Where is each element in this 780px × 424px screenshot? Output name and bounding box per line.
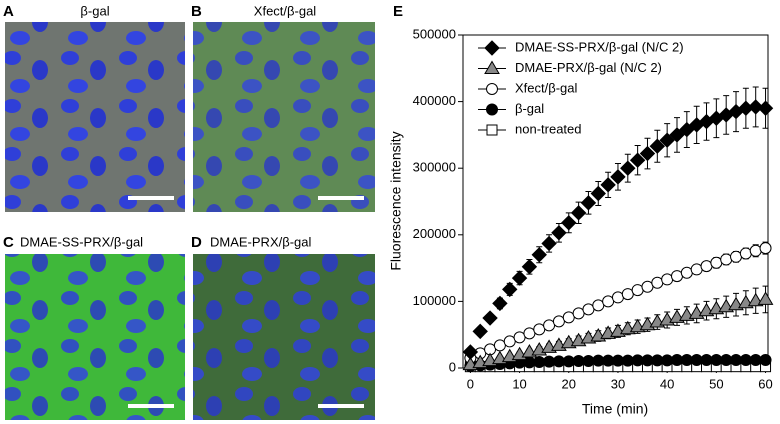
x-tick-label: 10 (512, 376, 526, 391)
legend-label: non-treated (515, 121, 582, 136)
x-tick-label: 50 (709, 376, 723, 391)
data-point (710, 256, 723, 269)
legend-marker (486, 103, 498, 116)
data-point (661, 273, 674, 286)
micrograph-b (193, 22, 375, 212)
data-point (749, 244, 762, 257)
data-point (631, 284, 644, 297)
data-point (511, 270, 528, 286)
legend-label: Xfect/β-gal (515, 80, 578, 95)
data-point (580, 195, 597, 211)
micrograph-a (5, 22, 185, 212)
data-point (739, 247, 752, 260)
panel-letter: B (191, 3, 202, 20)
data-point (620, 160, 636, 176)
data-point (531, 247, 547, 263)
data-point (669, 127, 685, 143)
data-point (611, 291, 624, 304)
data-point (670, 270, 683, 283)
data-point (600, 177, 616, 193)
y-tick-label: 200000 (413, 226, 456, 241)
data-point (651, 276, 664, 289)
legend-marker (486, 83, 498, 95)
data-point (541, 235, 557, 252)
legend-label: DMAE-SS-PRX/β-gal (N/C 2) (515, 39, 684, 54)
plot-frame (462, 34, 769, 369)
data-point (757, 100, 774, 116)
y-tick-label: 0 (449, 359, 456, 374)
data-point (472, 323, 488, 340)
data-point (759, 354, 772, 367)
data-point (482, 310, 498, 326)
data-point (700, 260, 713, 273)
x-tick-label: 20 (562, 376, 576, 391)
data-point (649, 138, 666, 154)
data-point (551, 225, 567, 241)
x-axis-label: Time (min) (582, 401, 648, 417)
panel-letter: C (3, 234, 14, 251)
legend-marker (484, 60, 500, 74)
x-tick-label: 60 (758, 376, 772, 391)
panel-letter: A (3, 3, 14, 20)
y-tick-label: 400000 (413, 93, 456, 108)
data-point (629, 152, 646, 168)
data-point (462, 344, 479, 360)
panel-title: β-gal (80, 3, 109, 18)
x-tick-label: 40 (660, 376, 674, 391)
data-point (680, 266, 693, 279)
panel-letter: E (393, 3, 403, 20)
data-point (730, 250, 743, 263)
y-tick-label: 500000 (413, 26, 456, 41)
data-point (502, 281, 518, 298)
data-point (639, 145, 656, 162)
data-point (759, 242, 772, 255)
legend-label: β-gal (515, 101, 544, 116)
x-tick-label: 0 (467, 376, 474, 391)
micrograph-c (5, 254, 185, 420)
data-point (757, 291, 774, 305)
data-point (570, 205, 587, 221)
panel-title: DMAE-SS-PRX/β-gal (20, 234, 143, 249)
data-point (720, 253, 733, 266)
data-point (521, 259, 538, 275)
data-point (492, 295, 508, 312)
data-point (590, 185, 606, 202)
panel-title: DMAE-PRX/β-gal (210, 234, 311, 249)
data-point (690, 263, 703, 276)
data-point (747, 99, 764, 115)
legend-marker (486, 124, 498, 136)
y-tick-label: 100000 (413, 293, 456, 308)
y-axis-label: Fluorescence intensity (388, 131, 404, 270)
data-point (659, 132, 675, 148)
data-point (561, 215, 577, 231)
y-tick-label: 300000 (413, 160, 456, 175)
panel-title: Xfect/β-gal (254, 3, 317, 18)
panel-letter: D (191, 234, 202, 251)
micrograph-d (193, 254, 375, 420)
x-tick-label: 30 (611, 376, 625, 391)
data-point (610, 169, 626, 185)
legend-label: DMAE-PRX/β-gal (N/C 2) (515, 60, 662, 75)
legend-marker (484, 40, 500, 56)
